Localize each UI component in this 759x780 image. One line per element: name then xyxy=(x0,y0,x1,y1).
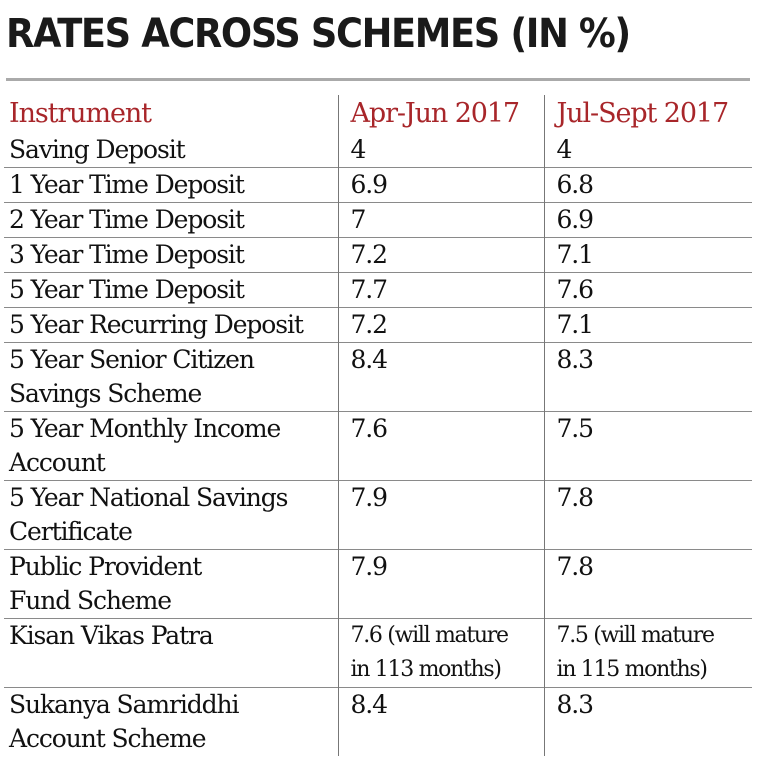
rate-value-line: 7.5 xyxy=(556,414,595,443)
instrument-name-line: Public Provident xyxy=(9,552,202,581)
table-row: 5 Year Time Deposit 7.7 7.6 xyxy=(4,272,752,308)
rate-apr-jun-cell: 7.6 (will mature in 113 months) xyxy=(337,618,544,688)
instrument-name-line: 5 Year National Savings xyxy=(9,483,288,512)
header-apr-jun-2017: Apr-Jun 2017 xyxy=(337,95,544,133)
rate-jul-sept-cell: 4 xyxy=(543,133,752,168)
rate-apr-jun-cell: 6.9 xyxy=(337,167,544,203)
rate-value-line: 7 xyxy=(350,205,367,234)
instrument-cell: 1 Year Time Deposit xyxy=(4,167,338,203)
rate-value-line: 7.5 (will mature xyxy=(556,623,716,648)
rate-jul-sept-cell: 7.1 xyxy=(543,307,752,343)
table-row: 5 Year Recurring Deposit 7.2 7.1 xyxy=(4,307,752,343)
instrument-name-line: 5 Year Time Deposit xyxy=(9,275,245,304)
rate-value-line: 7.6 xyxy=(350,414,389,443)
rate-value-line: 7.9 xyxy=(350,483,389,512)
instrument-name-line: Certificate xyxy=(9,517,133,546)
rate-value-line: 7.9 xyxy=(350,552,389,581)
instrument-cell: Kisan Vikas Patra xyxy=(4,618,338,688)
page-title: RATES ACROSS SCHEMES (IN %) xyxy=(6,11,631,57)
rate-value-line: 7.2 xyxy=(350,240,389,269)
instrument-name-line: 5 Year Monthly Income xyxy=(9,414,281,443)
instrument-name-line: Account Scheme xyxy=(9,724,207,753)
rate-value-line: 6.9 xyxy=(556,205,595,234)
instrument-cell: 5 Year National Savings Certificate xyxy=(4,480,338,550)
instrument-cell: 5 Year Senior Citizen Savings Scheme xyxy=(4,342,338,412)
instrument-name-line: Sukanya Samriddhi xyxy=(9,690,240,719)
instrument-name-line: 5 Year Senior Citizen xyxy=(9,345,255,374)
instrument-name-line: 3 Year Time Deposit xyxy=(9,240,245,269)
instrument-name-line: Account xyxy=(9,448,106,477)
rate-value-line: 4 xyxy=(556,135,573,164)
header-row: Instrument Apr-Jun 2017 Jul-Sept 2017 xyxy=(4,95,752,133)
rate-value-line: 7.1 xyxy=(556,240,595,269)
rate-value-line: in 113 months) xyxy=(350,657,502,682)
rate-value-line: 7.8 xyxy=(556,552,595,581)
rates-table: Instrument Apr-Jun 2017 Jul-Sept 2017 Sa… xyxy=(4,95,752,756)
rate-apr-jun-cell: 7.7 xyxy=(337,272,544,308)
rate-apr-jun-cell: 8.4 xyxy=(337,342,544,412)
table-row: 1 Year Time Deposit 6.9 6.8 xyxy=(4,167,752,203)
rate-jul-sept-cell: 7.5 (will mature in 115 months) xyxy=(543,618,752,688)
rate-jul-sept-cell: 7.8 xyxy=(543,480,752,550)
rate-value-line: 4 xyxy=(350,135,367,164)
rate-value-line: 7.6 (will mature xyxy=(350,623,510,648)
table-row: 3 Year Time Deposit 7.2 7.1 xyxy=(4,237,752,273)
rate-value-line: 7.8 xyxy=(556,483,595,512)
rate-jul-sept-cell: 7.6 xyxy=(543,272,752,308)
table-body: Saving Deposit 4 4 1 Year Time Deposit 6.9 6.… xyxy=(4,133,752,756)
rate-jul-sept-cell: 6.8 xyxy=(543,167,752,203)
table-row: 2 Year Time Deposit 7 6.9 xyxy=(4,202,752,238)
rate-value-line: 6.8 xyxy=(556,170,595,199)
header-jul-sept-2017: Jul-Sept 2017 xyxy=(543,95,752,133)
table-row: Public Provident Fund Scheme 7.9 7.8 xyxy=(4,549,752,619)
rate-apr-jun-cell: 7.9 xyxy=(337,480,544,550)
instrument-cell: 5 Year Monthly Income Account xyxy=(4,411,338,481)
instrument-cell: Sukanya Samriddhi Account Scheme xyxy=(4,687,338,756)
rate-jul-sept-cell: 7.8 xyxy=(543,549,752,619)
rate-value-line: 7.2 xyxy=(350,310,389,339)
instrument-cell: 3 Year Time Deposit xyxy=(4,237,338,273)
rate-value-line: 8.4 xyxy=(350,690,389,719)
table-row: 5 Year Senior Citizen Savings Scheme 8.4 8.… xyxy=(4,342,752,412)
rate-apr-jun-cell: 7.6 xyxy=(337,411,544,481)
table-row: 5 Year National Savings Certificate 7.9 7.8 xyxy=(4,480,752,550)
header-instrument: Instrument xyxy=(9,98,152,129)
instrument-cell: Saving Deposit xyxy=(4,133,338,168)
instrument-name-line: Saving Deposit xyxy=(9,135,186,164)
rate-value-line: 7.7 xyxy=(350,275,389,304)
instrument-name-line: Savings Scheme xyxy=(9,379,202,408)
rate-value-line: 8.3 xyxy=(556,690,595,719)
rate-apr-jun-cell: 4 xyxy=(337,133,544,168)
rate-value-line: 8.4 xyxy=(350,345,389,374)
rate-apr-jun-cell: 8.4 xyxy=(337,687,544,756)
rate-apr-jun-cell: 7 xyxy=(337,202,544,238)
rate-jul-sept-cell: 7.5 xyxy=(543,411,752,481)
rate-apr-jun-cell: 7.2 xyxy=(337,237,544,273)
rate-jul-sept-cell: 8.3 xyxy=(543,687,752,756)
table-row: Sukanya Samriddhi Account Scheme 8.4 8.3 xyxy=(4,687,752,756)
rate-value-line: 8.3 xyxy=(556,345,595,374)
rate-jul-sept-cell: 7.1 xyxy=(543,237,752,273)
instrument-name-line: Kisan Vikas Patra xyxy=(9,621,214,650)
instrument-name-line: 5 Year Recurring Deposit xyxy=(9,310,304,339)
rate-jul-sept-cell: 8.3 xyxy=(543,342,752,412)
rate-value-line: in 115 months) xyxy=(556,657,708,682)
rate-value-line: 7.1 xyxy=(556,310,595,339)
rate-apr-jun-cell: 7.2 xyxy=(337,307,544,343)
rate-jul-sept-cell: 6.9 xyxy=(543,202,752,238)
instrument-cell: 5 Year Recurring Deposit xyxy=(4,307,338,343)
title-divider xyxy=(6,78,750,81)
table-row: 5 Year Monthly Income Account 7.6 7.5 xyxy=(4,411,752,481)
instrument-cell: 5 Year Time Deposit xyxy=(4,272,338,308)
instrument-name-line: Fund Scheme xyxy=(9,586,172,615)
rate-apr-jun-cell: 7.9 xyxy=(337,549,544,619)
table-row: Saving Deposit 4 4 xyxy=(4,133,752,168)
instrument-name-line: 1 Year Time Deposit xyxy=(9,170,245,199)
instrument-cell: Public Provident Fund Scheme xyxy=(4,549,338,619)
rate-value-line: 7.6 xyxy=(556,275,595,304)
rate-value-line: 6.9 xyxy=(350,170,389,199)
instrument-name-line: 2 Year Time Deposit xyxy=(9,205,245,234)
table-row: Kisan Vikas Patra 7.6 (will mature in 113 … xyxy=(4,618,752,688)
instrument-cell: 2 Year Time Deposit xyxy=(4,202,338,238)
